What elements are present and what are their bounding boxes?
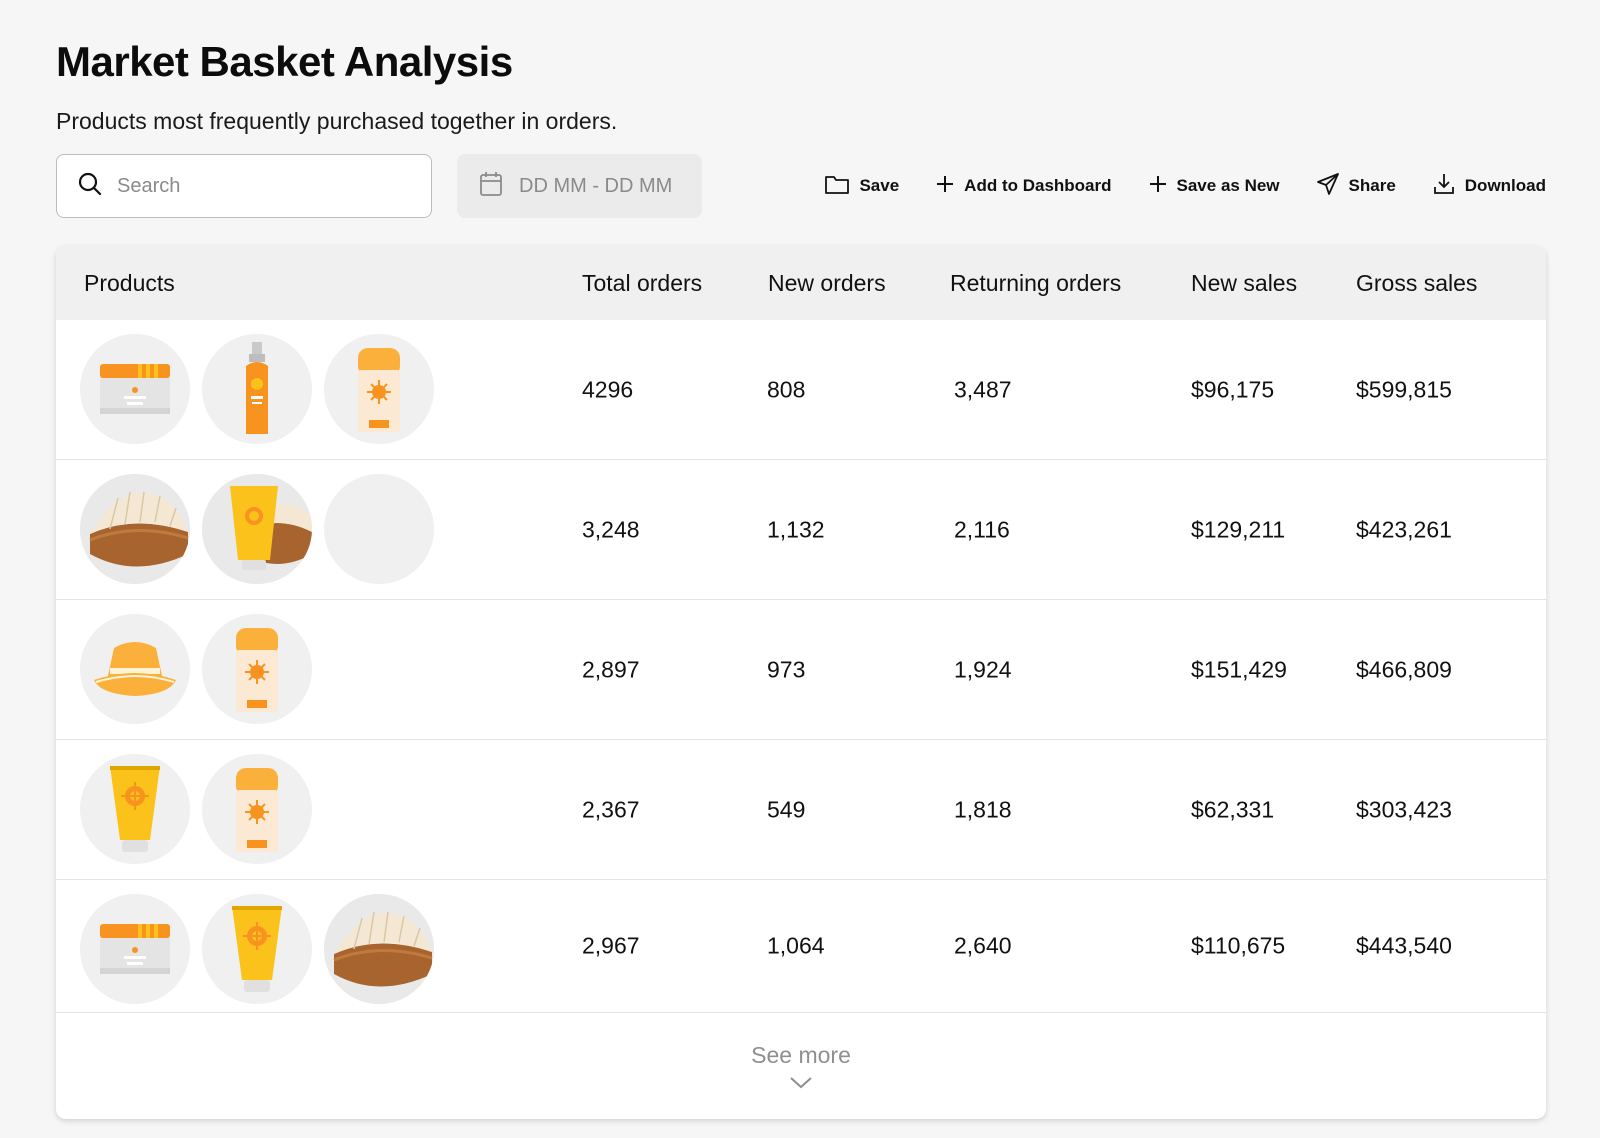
product-image-sunscreen-tube[interactable] (80, 754, 190, 864)
add-to-dashboard-label: Add to Dashboard (964, 176, 1112, 195)
column-header-gross-sales[interactable]: Gross sales (1356, 269, 1478, 296)
new-orders-cell: 1,132 (767, 516, 825, 542)
save-button[interactable]: Save (824, 173, 899, 200)
product-image-cream-jar[interactable] (80, 894, 190, 1004)
date-range-picker[interactable]: DD MM - DD MM (457, 154, 702, 218)
send-icon (1316, 172, 1340, 201)
plus-icon (1148, 174, 1168, 199)
download-icon (1432, 172, 1456, 201)
product-image-bath-brush[interactable] (324, 894, 434, 1004)
column-header-returning-orders[interactable]: Returning orders (950, 269, 1122, 296)
download-label: Download (1464, 176, 1546, 195)
date-range-value: DD MM - DD MM (519, 174, 673, 197)
column-header-total-orders[interactable]: Total orders (582, 269, 703, 296)
table-row[interactable]: 2,967 1,064 2,640 $110,675 $443,540 (56, 880, 1546, 1013)
share-label: Share (1348, 176, 1396, 195)
save-label: Save (859, 176, 900, 195)
product-image-tube-and-brush[interactable] (202, 474, 312, 584)
basket-table: Products Total orders New orders Returni… (56, 246, 1546, 1119)
product-image-bath-brush[interactable] (80, 474, 190, 584)
product-image-sunscreen-stick[interactable] (324, 334, 434, 444)
table-row[interactable]: 3,248 1,132 2,116 $129,211 $423,261 (56, 460, 1546, 600)
total-orders-cell: 4296 (582, 376, 634, 402)
gross-sales-cell: $423,261 (1356, 516, 1452, 542)
page-title: Market Basket Analysis (56, 38, 513, 85)
product-image-spray-bottle[interactable] (202, 334, 312, 444)
share-button[interactable]: Share (1316, 172, 1396, 201)
new-sales-cell: $151,429 (1191, 656, 1287, 682)
search-input[interactable] (117, 174, 407, 198)
table-row[interactable]: 4296 808 3,487 $96,175 $599,815 (56, 320, 1546, 460)
search-icon (77, 171, 103, 202)
gross-sales-cell: $466,809 (1356, 656, 1452, 682)
total-orders-cell: 2,967 (582, 932, 640, 959)
new-sales-cell: $62,331 (1191, 796, 1275, 822)
product-image-empty[interactable] (324, 474, 434, 584)
new-sales-cell: $129,211 (1191, 516, 1286, 542)
new-orders-cell: 549 (767, 796, 806, 822)
table-body: 4296 808 3,487 $96,175 $599,815 3,248 1,132 2,1… (56, 320, 1546, 1013)
calendar-icon (479, 171, 503, 202)
save-as-new-button[interactable]: Save as New (1148, 174, 1280, 199)
gross-sales-cell: $443,540 (1356, 932, 1452, 959)
returning-orders-cell: 2,116 (954, 516, 1010, 542)
plus-icon (935, 174, 955, 199)
new-orders-cell: 1,064 (767, 932, 825, 959)
column-header-new-orders[interactable]: New orders (768, 269, 886, 296)
new-sales-cell: $96,175 (1191, 376, 1275, 402)
product-thumbnails (80, 334, 434, 444)
returning-orders-cell: 1,924 (954, 656, 1012, 682)
toolbar: Save Add to Dashboard Save as New Share … (824, 166, 1546, 206)
table-row[interactable]: 2,897 973 1,924 $151,429 $466,809 (56, 600, 1546, 740)
add-to-dashboard-button[interactable]: Add to Dashboard (935, 174, 1112, 199)
product-thumbnails (80, 614, 312, 724)
returning-orders-cell: 2,640 (954, 932, 1012, 959)
chevron-down-icon (788, 1069, 814, 1096)
see-more-button[interactable]: See more (56, 1019, 1546, 1119)
page-subtitle: Products most frequently purchased toget… (56, 108, 618, 134)
total-orders-cell: 3,248 (582, 516, 640, 542)
folder-icon (824, 173, 850, 200)
returning-orders-cell: 1,818 (954, 796, 1012, 822)
product-thumbnails (80, 894, 434, 1004)
save-as-new-label: Save as New (1176, 176, 1280, 195)
product-image-sunscreen-stick[interactable] (202, 754, 312, 864)
see-more-label: See more (751, 1042, 851, 1068)
gross-sales-cell: $599,815 (1356, 376, 1452, 402)
product-thumbnails (80, 474, 434, 584)
column-header-products[interactable]: Products (84, 269, 175, 296)
new-sales-cell: $110,675 (1191, 932, 1286, 959)
column-header-new-sales[interactable]: New sales (1191, 269, 1298, 296)
total-orders-cell: 2,897 (582, 656, 640, 682)
download-button[interactable]: Download (1432, 172, 1546, 201)
product-image-cream-jar[interactable] (80, 334, 190, 444)
gross-sales-cell: $303,423 (1356, 796, 1452, 822)
new-orders-cell: 808 (767, 376, 806, 402)
total-orders-cell: 2,367 (582, 796, 640, 822)
table-row[interactable]: 2,367 549 1,818 $62,331 $303,423 (56, 740, 1546, 880)
table-header: Products Total orders New orders Returni… (56, 246, 1546, 320)
product-thumbnails (80, 754, 312, 864)
new-orders-cell: 973 (767, 656, 806, 682)
search-box[interactable] (56, 154, 432, 218)
product-image-sunscreen-tube[interactable] (202, 894, 312, 1004)
product-image-bucket-hat[interactable] (80, 614, 190, 724)
product-image-sunscreen-stick[interactable] (202, 614, 312, 724)
returning-orders-cell: 3,487 (954, 376, 1012, 402)
